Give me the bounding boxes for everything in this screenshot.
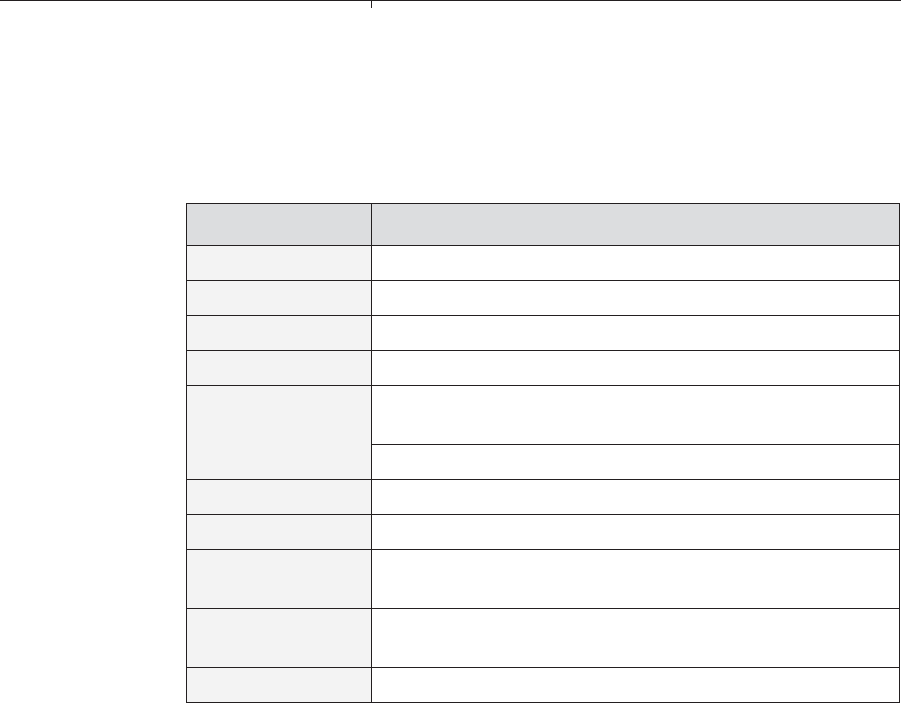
row-value xyxy=(371,350,900,386)
row-value xyxy=(371,514,900,550)
table-row xyxy=(186,280,900,316)
row-value xyxy=(371,315,900,351)
row-key xyxy=(186,608,372,668)
table-row xyxy=(186,245,900,281)
row-value xyxy=(371,479,900,515)
row-key xyxy=(186,245,372,281)
table-header-row xyxy=(186,203,900,246)
table-row xyxy=(186,514,900,550)
table-row xyxy=(186,350,900,386)
row-value xyxy=(371,444,900,480)
row-value xyxy=(371,608,900,668)
row-value xyxy=(371,385,900,445)
table-row xyxy=(186,608,900,668)
table-row xyxy=(186,549,900,609)
row-key xyxy=(186,350,372,386)
table-row xyxy=(186,385,900,480)
header-cell-key xyxy=(186,203,372,246)
table-row xyxy=(186,315,900,351)
top-rule xyxy=(0,0,901,1)
data-table xyxy=(186,203,900,703)
row-key xyxy=(186,385,372,480)
row-value xyxy=(371,667,900,703)
row-key xyxy=(186,667,372,703)
row-key xyxy=(186,315,372,351)
row-value xyxy=(371,549,900,609)
row-value xyxy=(371,280,900,316)
row-key xyxy=(186,549,372,609)
row-key xyxy=(186,479,372,515)
column-tick xyxy=(371,0,372,8)
row-key xyxy=(186,280,372,316)
table-row xyxy=(186,667,900,703)
header-cell-value xyxy=(371,203,900,246)
row-value xyxy=(371,245,900,281)
table-row xyxy=(187,444,900,480)
table-row xyxy=(186,479,900,515)
row-key xyxy=(186,514,372,550)
